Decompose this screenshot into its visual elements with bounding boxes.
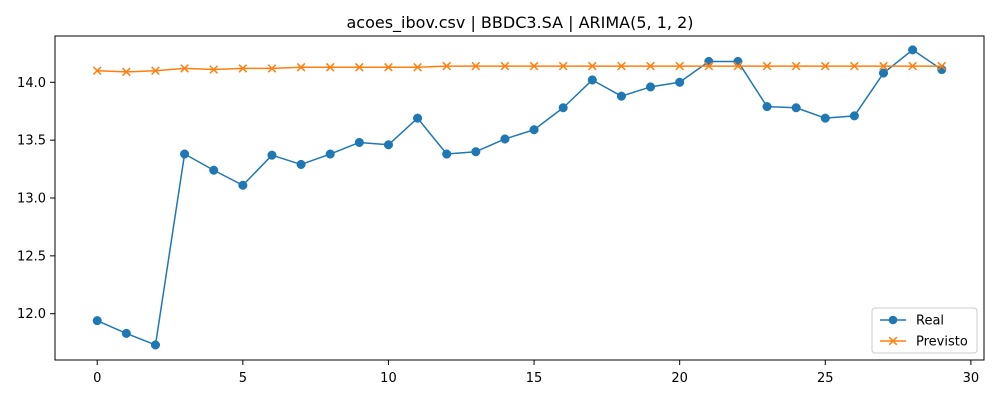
data-point-previsto: [529, 61, 539, 71]
x-tick-label: 10: [380, 371, 397, 386]
y-tick-label: 13.0: [17, 192, 46, 207]
data-point-previsto: [646, 61, 655, 71]
data-point-previsto: [151, 66, 160, 76]
y-tick-label: 14.0: [17, 76, 46, 91]
x-tick-label: 30: [963, 371, 980, 386]
data-point-real: [646, 82, 656, 92]
data-point-previsto: [500, 61, 510, 71]
data-point-previsto: [267, 64, 277, 73]
data-point-real: [296, 159, 306, 169]
data-point-real: [704, 56, 714, 67]
data-point-previsto: [92, 66, 102, 76]
plot-layer: [55, 36, 984, 360]
data-point-real: [878, 68, 889, 78]
data-point-previsto: [908, 61, 917, 71]
data-point-real: [762, 102, 772, 112]
legend-marker-real: [888, 315, 898, 325]
data-point-real: [587, 75, 597, 85]
data-point-previsto: [413, 62, 422, 72]
data-point-previsto: [558, 61, 568, 71]
x-tick-label: 20: [671, 371, 688, 386]
legend-marker-previsto: [888, 336, 898, 346]
data-point-real: [325, 149, 335, 159]
y-tick-label: 13.5: [17, 134, 46, 149]
data-point-real: [820, 113, 830, 123]
data-point-previsto: [354, 62, 364, 72]
plot-area: [55, 36, 984, 360]
data-point-previsto: [442, 61, 452, 71]
data-point-real: [413, 113, 423, 123]
data-point-real: [238, 180, 248, 190]
x-tick-label: 0: [93, 371, 101, 386]
legend-layer: Real Previsto: [871, 307, 978, 354]
data-point-previsto: [587, 61, 597, 71]
axis-layer: 0 5 10 15 20 25 30 12.0 12.5 13.0 13.5 14.0: [17, 35, 985, 386]
data-point-real: [558, 103, 568, 113]
data-point-previsto: [617, 61, 626, 71]
data-point-real: [180, 149, 190, 159]
data-point-real: [92, 316, 102, 326]
x-tick-label: 5: [239, 371, 247, 386]
data-point-previsto: [180, 64, 189, 73]
data-point-previsto: [937, 61, 947, 71]
data-point-real: [849, 111, 859, 121]
chart-title: acoes_ibov.csv | BBDC3.SA | ARIMA(5, 1, …: [346, 13, 693, 33]
legend-label-real: Real: [916, 314, 944, 329]
y-tick-label: 12.5: [17, 249, 46, 264]
data-point-previsto: [762, 61, 772, 71]
data-point-real: [267, 150, 277, 160]
data-point-real: [442, 149, 452, 159]
data-point-real: [791, 103, 801, 113]
title-layer: acoes_ibov.csv | BBDC3.SA | ARIMA(5, 1, …: [346, 13, 693, 33]
data-point-previsto: [820, 61, 830, 71]
data-point-previsto: [879, 61, 888, 71]
data-point-previsto: [238, 64, 248, 73]
data-point-previsto: [704, 61, 714, 71]
x-tick-label: 25: [817, 371, 834, 386]
data-point-previsto: [122, 67, 131, 77]
data-point-real: [908, 45, 918, 55]
series-line-previsto: [96, 65, 943, 73]
y-tick-label: 12.0: [17, 307, 46, 322]
data-point-real: [733, 56, 743, 67]
legend-label-previsto: Previsto: [916, 335, 968, 350]
data-point-previsto: [791, 61, 801, 71]
data-point-real: [616, 91, 626, 101]
data-point-real: [471, 147, 481, 157]
data-point-previsto: [384, 62, 393, 72]
data-point-previsto: [296, 62, 306, 72]
data-point-real: [500, 134, 510, 144]
data-point-previsto: [850, 61, 859, 71]
data-point-previsto: [209, 65, 219, 74]
series-line-real: [96, 49, 943, 346]
data-point-previsto: [471, 61, 481, 71]
data-point-real: [354, 137, 364, 148]
data-point-previsto: [325, 62, 335, 72]
data-point-real: [209, 165, 219, 175]
data-point-real: [150, 340, 161, 350]
data-point-real: [121, 328, 131, 338]
data-point-previsto: [675, 61, 685, 71]
data-point-real: [383, 140, 393, 150]
data-point-real: [529, 125, 539, 135]
data-point-real: [675, 77, 685, 87]
x-tick-label: 15: [526, 371, 543, 386]
data-point-previsto: [733, 61, 743, 71]
